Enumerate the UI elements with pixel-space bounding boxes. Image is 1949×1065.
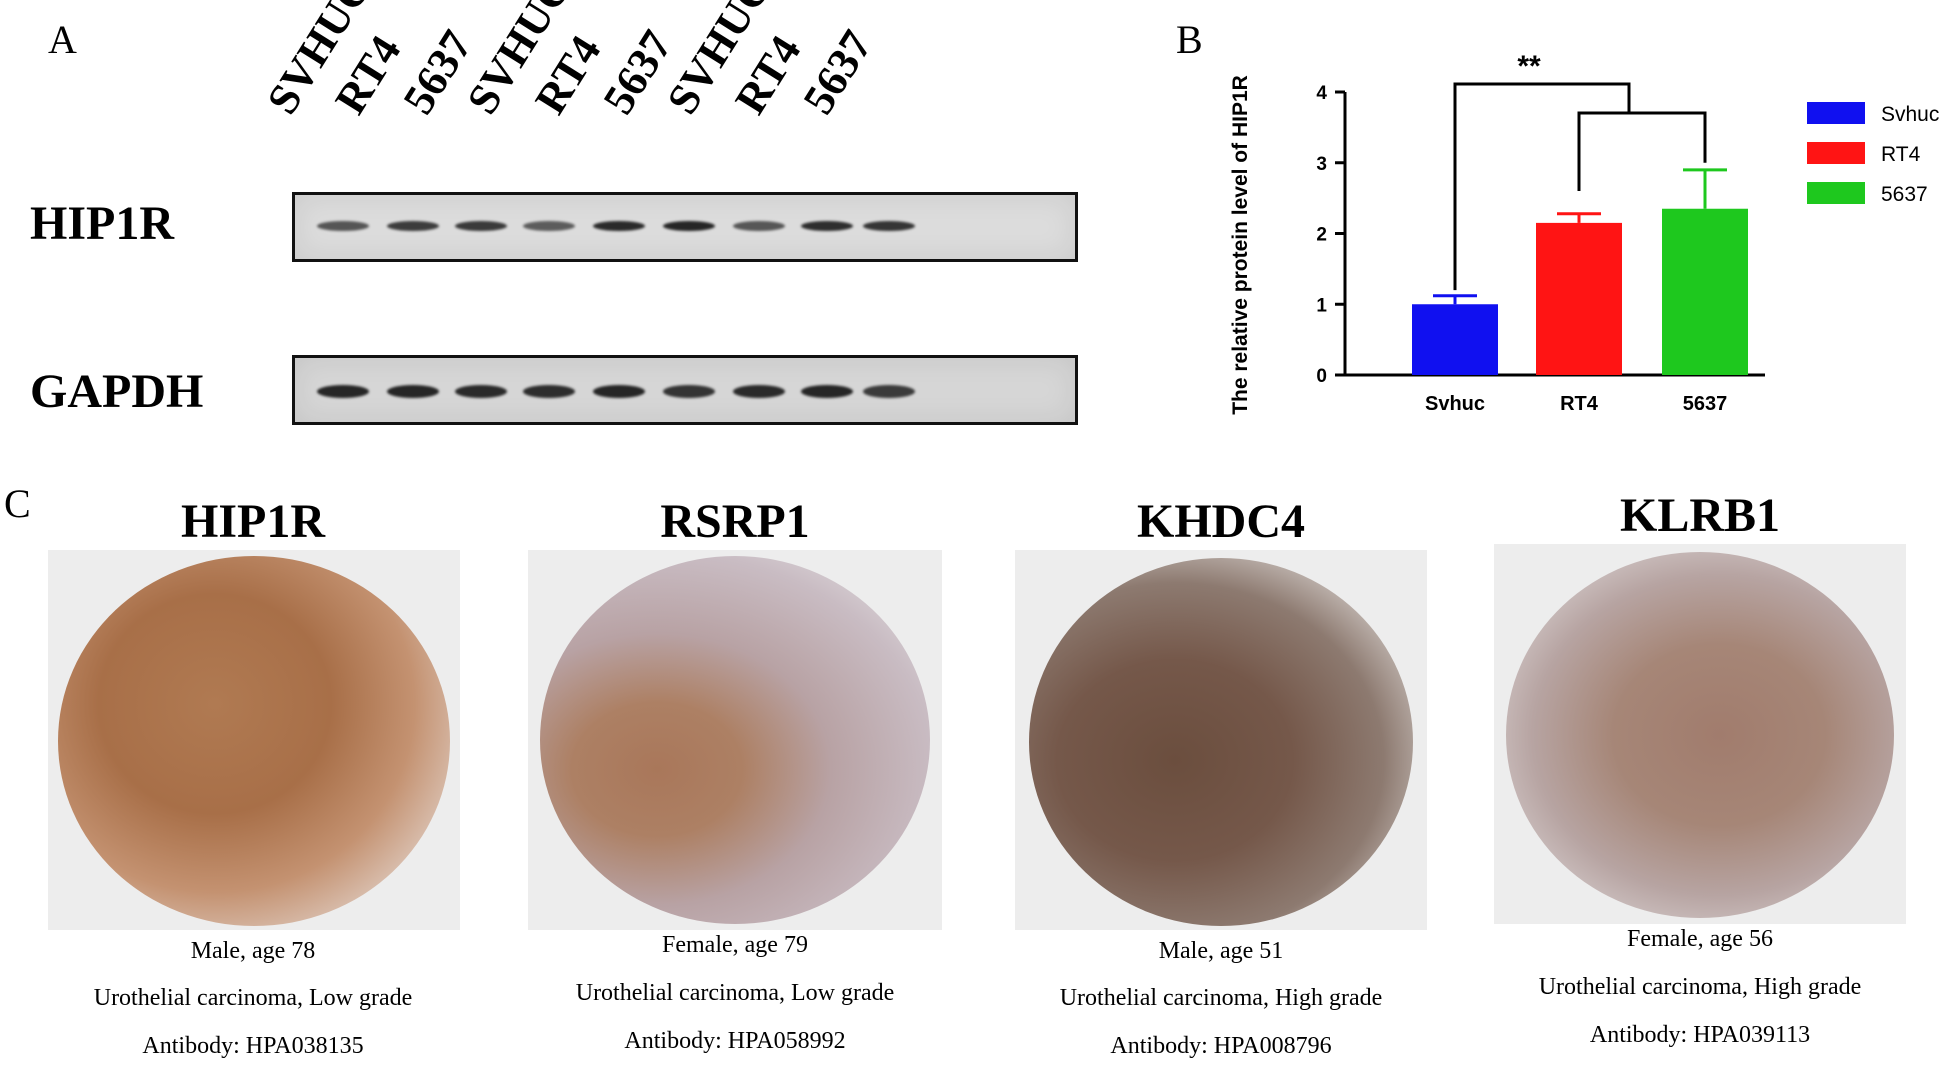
blot-band bbox=[317, 221, 369, 231]
ihc-image-rsrp1 bbox=[528, 550, 942, 930]
blot-name-hip1r: HIP1R bbox=[30, 197, 174, 250]
y-tick-label: 3 bbox=[1316, 154, 1327, 175]
ihc-diagnosis: Urothelial carcinoma, Low grade bbox=[575, 980, 895, 1006]
blot-band bbox=[455, 221, 507, 231]
ihc-image-hip1r bbox=[48, 550, 460, 930]
blot-band bbox=[455, 385, 507, 398]
legend-label: 5637 bbox=[1881, 183, 1928, 206]
ihc-antibody: Antibody: HPA038135 bbox=[142, 1033, 364, 1059]
blot-band bbox=[801, 221, 853, 231]
panel-c-letter: C bbox=[4, 481, 31, 526]
bar-chart: The relative protein level of HIP1R 0 1 2 3… bbox=[1229, 50, 1939, 415]
blot-band bbox=[593, 221, 645, 231]
blot-band bbox=[863, 221, 915, 231]
ihc-title: KLRB1 bbox=[1619, 489, 1781, 542]
tissue-core bbox=[58, 556, 450, 926]
y-tick-label: 1 bbox=[1316, 295, 1327, 316]
ihc-antibody: Antibody: HPA008796 bbox=[1110, 1033, 1332, 1059]
legend-swatch bbox=[1807, 182, 1865, 204]
ihc-diagnosis: Urothelial carcinoma, Low grade bbox=[93, 985, 413, 1011]
bar bbox=[1662, 208, 1748, 375]
blot-name-gapdh: GAPDH bbox=[30, 365, 204, 418]
ihc-title: RSRP1 bbox=[660, 495, 810, 548]
ihc-title: HIP1R bbox=[181, 495, 325, 548]
y-tick-label: 4 bbox=[1316, 83, 1327, 104]
ihc-antibody: Antibody: HPA039113 bbox=[1589, 1022, 1811, 1048]
significance-brackets: ** bbox=[1453, 50, 1707, 291]
ihc-image-klrb1 bbox=[1494, 544, 1906, 924]
ihc-title: KHDC4 bbox=[1137, 495, 1305, 548]
legend-swatch bbox=[1807, 142, 1865, 164]
y-tick-label: 2 bbox=[1316, 225, 1327, 246]
blot-band bbox=[387, 221, 439, 231]
y-tick-label: 0 bbox=[1316, 366, 1327, 387]
western-blot-gapdh bbox=[292, 355, 1078, 425]
blot-band bbox=[733, 221, 785, 231]
blot-band bbox=[863, 385, 915, 398]
panel-b-letter: B bbox=[1176, 17, 1203, 62]
legend: Svhuc RT4 5637 bbox=[1807, 102, 1939, 206]
ihc-sex-age: Female, age 79 bbox=[662, 932, 808, 958]
blot-band bbox=[663, 385, 715, 398]
x-tick-label: 5637 bbox=[1683, 393, 1728, 415]
ihc-diagnosis: Urothelial carcinoma, High grade bbox=[1059, 985, 1383, 1011]
ihc-sex-age: Female, age 56 bbox=[1627, 926, 1773, 952]
tissue-core bbox=[1506, 552, 1894, 918]
bracket-line bbox=[1577, 111, 1707, 192]
legend-label: RT4 bbox=[1881, 143, 1921, 166]
blot-band bbox=[317, 385, 369, 398]
blot-band bbox=[663, 221, 715, 231]
lane-label: 5637 bbox=[393, 21, 482, 123]
bar bbox=[1536, 222, 1622, 375]
x-tick-label: RT4 bbox=[1560, 393, 1599, 415]
panel-a-letter: A bbox=[48, 17, 77, 62]
bar bbox=[1412, 304, 1498, 375]
ihc-image-khdc4 bbox=[1015, 550, 1427, 930]
blot-band bbox=[801, 385, 853, 398]
ihc-diagnosis: Urothelial carcinoma, High grade bbox=[1538, 974, 1862, 1000]
significance-label: ** bbox=[1517, 50, 1541, 83]
ihc-sex-age: Male, age 51 bbox=[1158, 938, 1284, 964]
y-axis-label: The relative protein level of HIP1R bbox=[1229, 75, 1252, 415]
ihc-sex-age: Male, age 78 bbox=[190, 938, 316, 964]
blot-band bbox=[523, 221, 575, 231]
blot-band bbox=[593, 385, 645, 398]
blot-band bbox=[523, 385, 575, 398]
lane-label: 5637 bbox=[793, 21, 882, 123]
legend-swatch bbox=[1807, 102, 1865, 124]
x-tick-label: Svhuc bbox=[1425, 393, 1485, 415]
lane-label: 5637 bbox=[593, 21, 682, 123]
bracket-line bbox=[1453, 82, 1631, 291]
legend-label: Svhuc bbox=[1881, 103, 1939, 126]
western-blot-hip1r bbox=[292, 192, 1078, 262]
blot-band bbox=[387, 385, 439, 398]
tissue-core bbox=[1029, 558, 1413, 926]
tissue-core bbox=[540, 556, 930, 924]
ihc-antibody: Antibody: HPA058992 bbox=[624, 1028, 846, 1054]
blot-band bbox=[733, 385, 785, 398]
